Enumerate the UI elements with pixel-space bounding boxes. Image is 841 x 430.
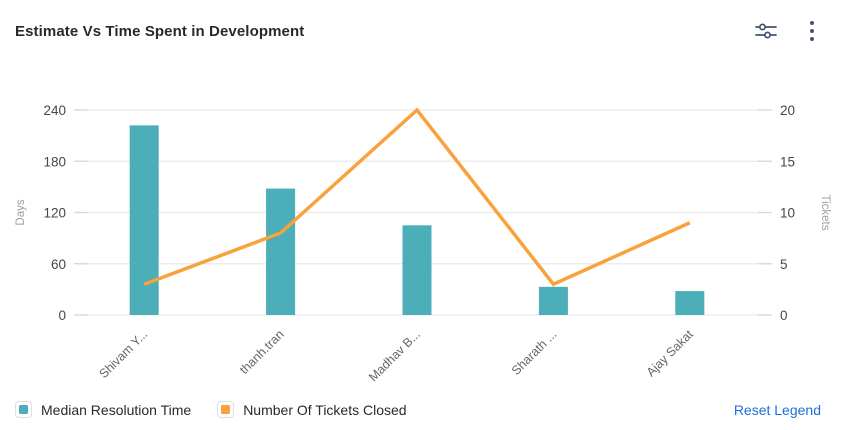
chart-canvas: 0 0 60 5 120 10 180 15 240 20 Days Tickets Shivam Y.… [15,103,831,384]
reset-legend-link[interactable]: Reset Legend [733,401,821,418]
right-axis-tick-label: 10 [780,206,795,221]
bar-median-resolution-time[interactable] [129,125,159,315]
legend-swatch-color-bar [19,405,28,414]
legend-label: Median Resolution Time [41,401,192,418]
right-axis-tick-label: 15 [780,154,795,169]
legend-swatch-color-line [221,405,231,414]
filter-settings-icon[interactable] [753,18,779,44]
line-number-of-tickets-closed[interactable] [143,107,691,287]
bar-median-resolution-time[interactable] [402,225,432,315]
right-axis-name: Tickets [819,195,831,231]
page-title: Estimate Vs Time Spent in Development [15,22,305,40]
x-axis-label: Ajay Sakat [644,327,697,380]
legend-swatch-line [217,401,235,418]
x-axis-label: Shivam Y... [97,327,151,381]
card-header: Estimate Vs Time Spent in Development [15,18,825,44]
x-axis-label: thanh.tran [237,327,287,377]
legend-item-median-resolution-time[interactable]: Median Resolution Time [15,401,191,418]
kebab-menu-icon[interactable] [799,18,825,44]
left-axis-tick-label: 240 [43,103,66,118]
legend-label: Number Of Tickets Closed [243,401,407,418]
card-footer: Median Resolution Time Number Of Tickets… [15,401,821,418]
kebab-glyph [810,21,814,41]
left-axis-name: Days [15,199,27,225]
legend-swatch-bar [15,401,32,418]
left-axis-tick-label: 60 [51,257,66,272]
left-axis-tick-label: 120 [43,206,66,221]
right-axis-tick-label: 0 [780,308,788,323]
bar-median-resolution-time[interactable] [538,286,568,315]
bar-median-resolution-time[interactable] [266,188,296,315]
chart-area: 0 0 60 5 120 10 180 15 240 20 Days Tickets Shivam Y.… [0,55,841,395]
left-axis-tick-label: 180 [43,154,66,169]
left-axis-tick-label: 0 [58,308,66,323]
chart-legend: Median Resolution Time Number Of Tickets… [15,401,407,418]
x-axis-label: Sharath ... [509,327,560,378]
right-axis-tick-label: 20 [780,103,795,118]
bar-median-resolution-time[interactable] [675,291,705,315]
x-axis-label: Madhav B... [366,327,423,384]
sliders-glyph [755,23,777,39]
right-axis-tick-label: 5 [780,257,788,272]
legend-item-number-of-tickets-closed[interactable]: Number Of Tickets Closed [217,401,407,418]
header-icons [753,18,825,44]
